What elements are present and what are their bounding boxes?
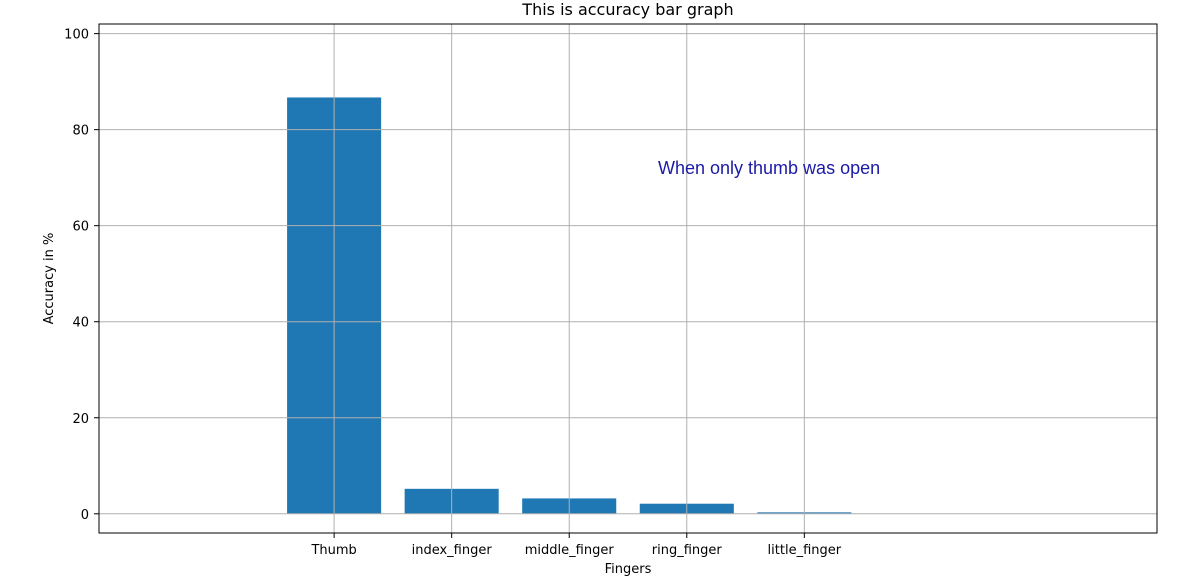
- x-tick-label: index_finger: [412, 543, 493, 558]
- ticks: 0 20 40 60 80 100 Thumb index_finger middle_fing…: [64, 28, 842, 558]
- x-tick-label: Thumb: [310, 543, 356, 558]
- y-tick-label: 0: [81, 508, 89, 523]
- y-tick-label: 60: [72, 220, 89, 235]
- y-tick-label: 20: [72, 412, 89, 427]
- x-tick-label: middle_finger: [525, 543, 615, 558]
- y-axis-label: Accuracy in %: [42, 233, 57, 325]
- x-axis-label: Fingers: [605, 562, 652, 577]
- chart-title: This is accuracy bar graph: [521, 0, 733, 19]
- x-tick-label: ring_finger: [652, 543, 723, 558]
- plot-frame: [98, 23, 1158, 534]
- annotation-text: When only thumb was open: [658, 158, 880, 178]
- grid: [99, 24, 1157, 533]
- x-tick-label: little_finger: [768, 543, 842, 558]
- y-tick-label: 100: [64, 28, 89, 43]
- y-tick-label: 40: [72, 316, 89, 331]
- y-tick-label: 80: [72, 124, 89, 139]
